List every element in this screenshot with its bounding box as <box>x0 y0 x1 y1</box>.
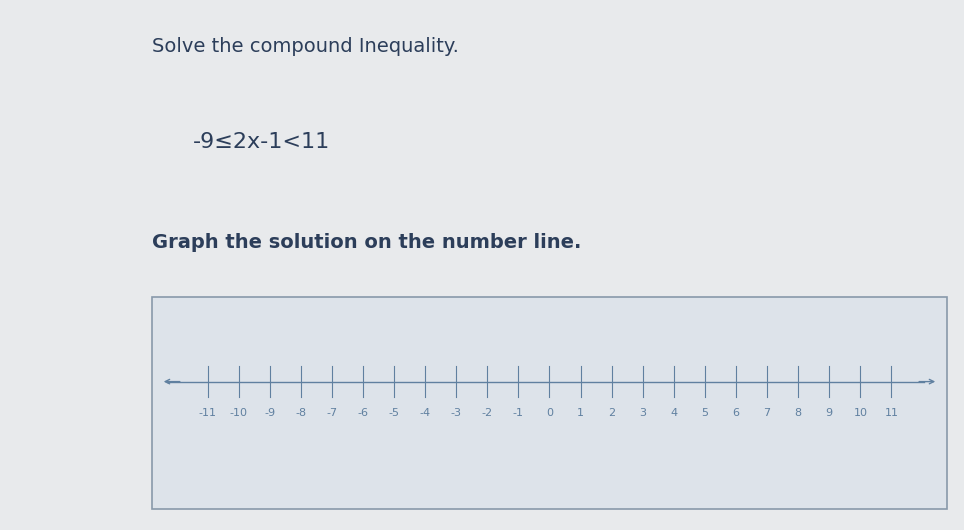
Text: -9: -9 <box>264 408 276 418</box>
Text: -10: -10 <box>229 408 248 418</box>
Text: -4: -4 <box>419 408 431 418</box>
Text: 2: 2 <box>608 408 615 418</box>
Text: 3: 3 <box>639 408 646 418</box>
Text: -6: -6 <box>358 408 368 418</box>
Text: 5: 5 <box>702 408 709 418</box>
Text: Solve the compound Inequality.: Solve the compound Inequality. <box>151 37 459 56</box>
Text: -1: -1 <box>513 408 523 418</box>
Text: 4: 4 <box>670 408 678 418</box>
Text: 1: 1 <box>577 408 584 418</box>
Text: -5: -5 <box>388 408 399 418</box>
Text: 8: 8 <box>794 408 802 418</box>
Text: -11: -11 <box>199 408 217 418</box>
Text: 6: 6 <box>733 408 739 418</box>
Text: -9≤2x-1<11: -9≤2x-1<11 <box>193 132 331 153</box>
Text: -2: -2 <box>482 408 493 418</box>
Text: 0: 0 <box>546 408 553 418</box>
Text: -8: -8 <box>295 408 307 418</box>
Text: 7: 7 <box>763 408 770 418</box>
Text: 11: 11 <box>884 408 898 418</box>
Text: Graph the solution on the number line.: Graph the solution on the number line. <box>151 233 581 252</box>
Text: 10: 10 <box>853 408 868 418</box>
Text: -3: -3 <box>451 408 462 418</box>
Text: 9: 9 <box>826 408 833 418</box>
FancyBboxPatch shape <box>151 297 948 509</box>
Text: -7: -7 <box>326 408 337 418</box>
